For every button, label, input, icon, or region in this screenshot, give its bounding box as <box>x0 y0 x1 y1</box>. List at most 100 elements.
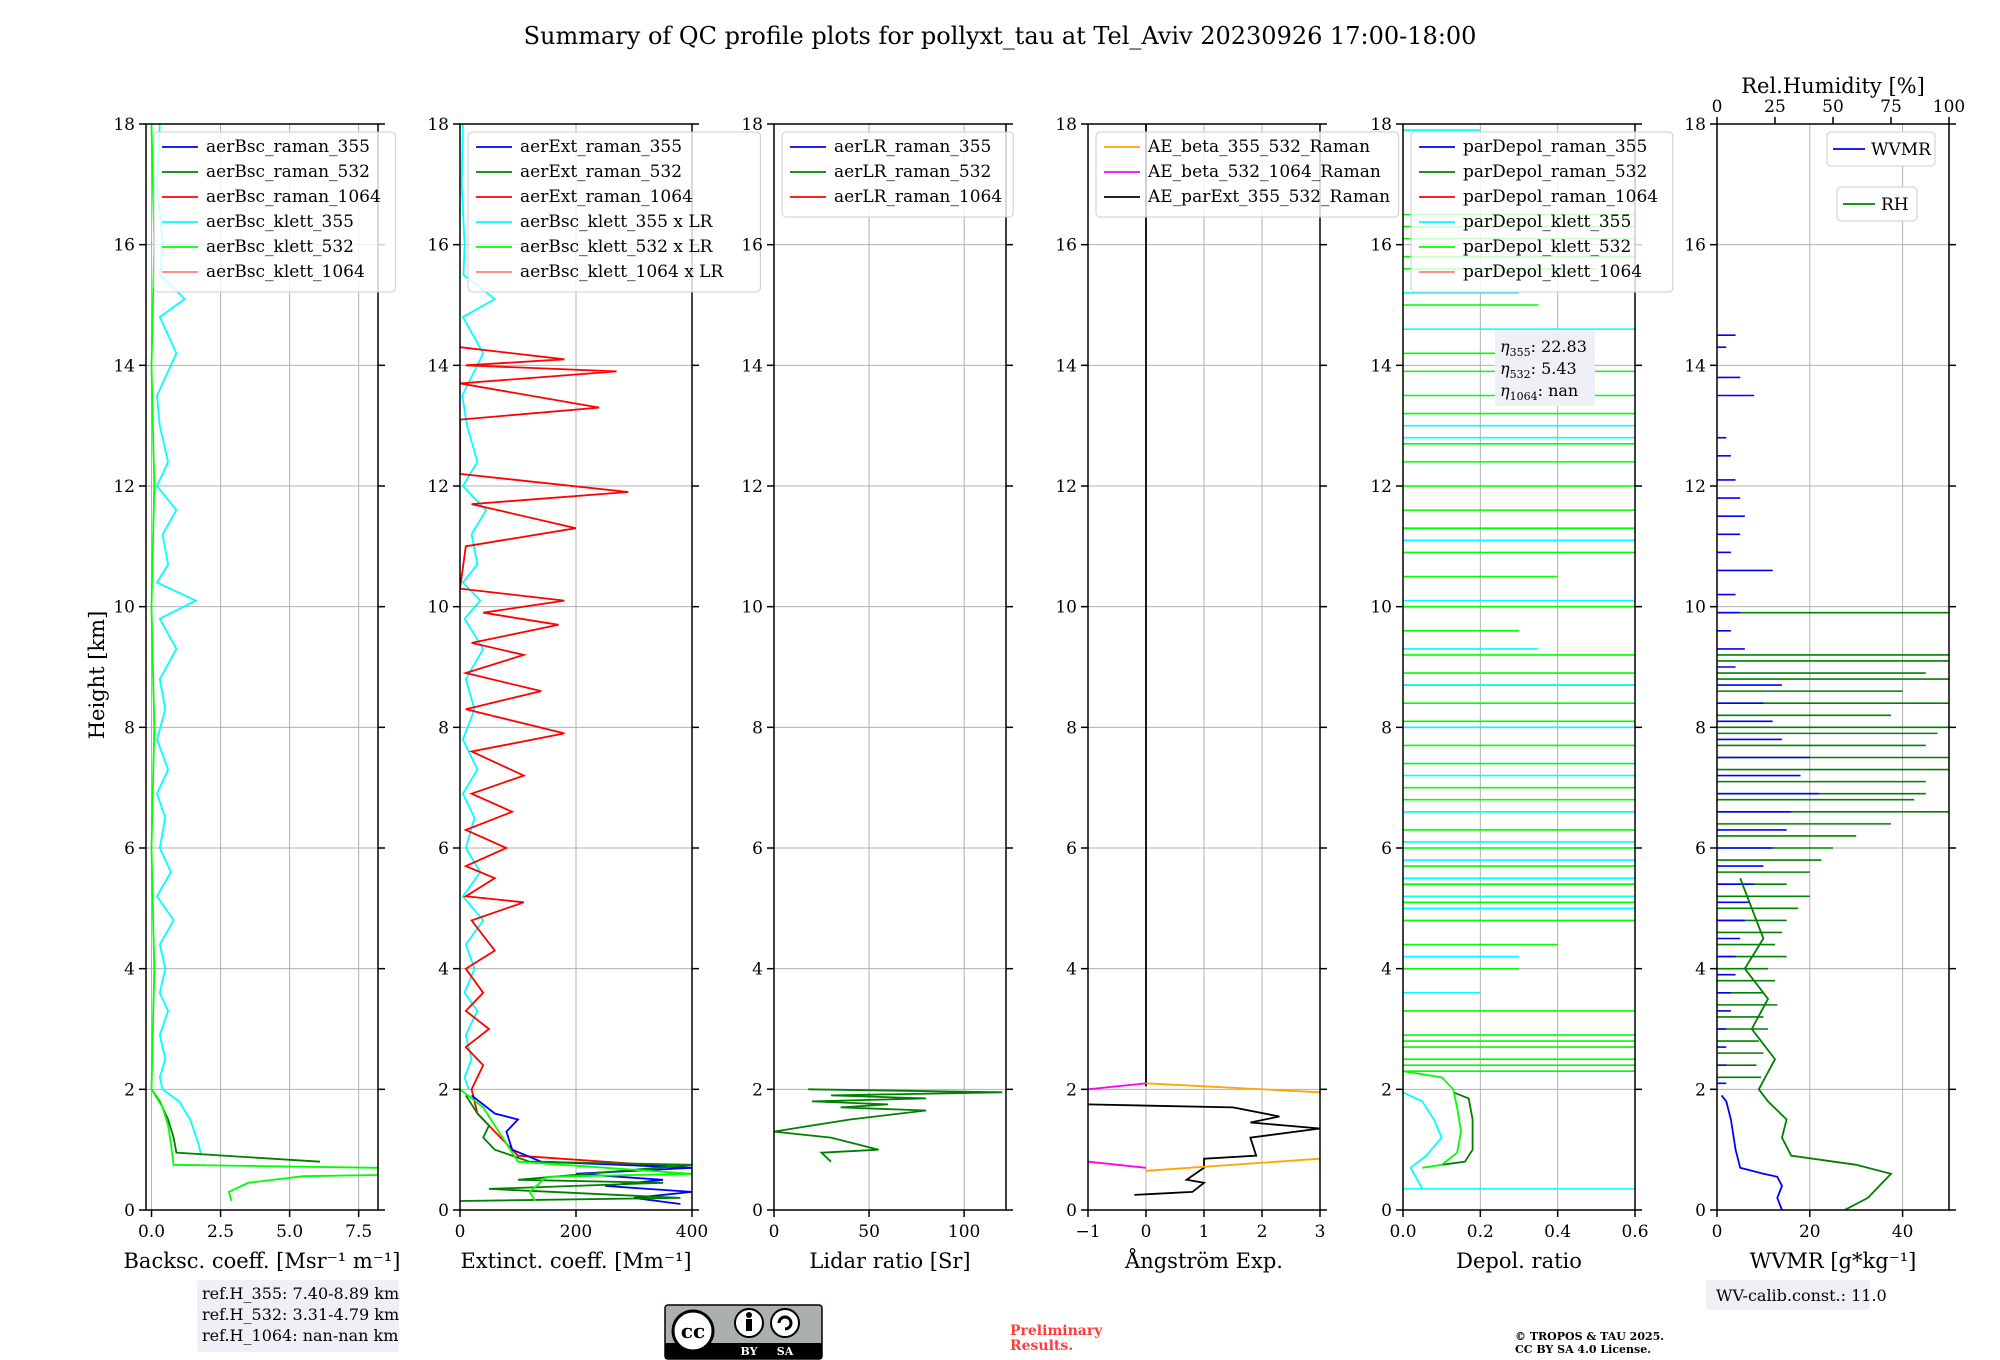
series-parDepol_klett_532 <box>1403 1070 1462 1169</box>
cc-by-text: BY <box>741 1345 758 1358</box>
y-tick-label: 18 <box>741 115 763 135</box>
x-tick-label: 0 <box>1712 1222 1723 1242</box>
legend-label: aerExt_raman_355 <box>520 137 682 157</box>
y-tick-label: 16 <box>1684 236 1706 256</box>
x-axis-label: Ångström Exp. <box>1124 1248 1283 1273</box>
x-axis-label: Backsc. coeff. [Msr⁻¹ m⁻¹] <box>124 1249 401 1273</box>
x-tick-label: 0 <box>455 1222 466 1242</box>
legend-box <box>1410 131 1674 293</box>
series-AE_beta_355_532_Raman_low <box>1145 1157 1320 1172</box>
y-tick-label: 6 <box>1066 839 1077 859</box>
y-tick-label: 10 <box>427 598 449 618</box>
cc-sa-text: SA <box>777 1345 794 1358</box>
eta-symbol: η <box>1500 337 1510 356</box>
series-group <box>774 1088 1003 1163</box>
y-tick-label: 16 <box>1370 236 1392 256</box>
y-tick-label: 2 <box>438 1080 449 1100</box>
y-tick-label: 14 <box>1370 356 1392 376</box>
legend-label: aerBsc_klett_355 x LR <box>520 212 714 232</box>
axes-frame <box>1716 123 1950 1211</box>
figure-title: Summary of QC profile plots for pollyxt_… <box>524 22 1477 50</box>
x-tick-label: 7.5 <box>345 1222 372 1242</box>
x-tick-label: 5.0 <box>276 1222 303 1242</box>
y-tick-label: 10 <box>1684 598 1706 618</box>
calib-note-box <box>1706 1280 1870 1310</box>
legend-label: aerLR_raman_355 <box>834 137 991 157</box>
y-tick-label: 12 <box>1370 477 1392 497</box>
series-aerBsc_klett_355 x LR <box>460 124 497 1090</box>
top-x-tick-label: 100 <box>1933 97 1965 117</box>
y-tick-label: 8 <box>1695 718 1706 738</box>
series-WVMR <box>1720 1094 1783 1210</box>
legend-label: aerExt_raman_1064 <box>520 187 693 207</box>
y-tick-label: 2 <box>1695 1080 1706 1100</box>
panel-humidity: 0 2 4 6 8 10 12 14 16 18 0 20 40 WVMR [g*kg⁻¹] 0 25 50 75… <box>1684 74 1965 1310</box>
series-group <box>1403 129 1635 1190</box>
y-tick-label: 2 <box>124 1080 135 1100</box>
legend-label: aerBsc_klett_1064 <box>206 262 365 282</box>
top-x-tick-label: 75 <box>1880 97 1902 117</box>
y-tick-label: 18 <box>1055 115 1077 135</box>
axes-frame <box>1402 123 1636 1211</box>
x-axis-label: Extinct. coeff. [Mm⁻¹] <box>460 1249 691 1273</box>
series-aerBsc_klett_355 <box>155 124 203 1156</box>
y-tick-label: 0 <box>752 1201 763 1221</box>
y-tick-label: 18 <box>427 115 449 135</box>
x-tick-label: 0.0 <box>1389 1222 1416 1242</box>
top-x-tick-label: 0 <box>1712 97 1723 117</box>
legend-label-rh: RH <box>1881 195 1909 215</box>
x-tick-label: 3 <box>1315 1222 1326 1242</box>
legend-box <box>467 131 761 293</box>
eta-subscript: 355 <box>1510 346 1531 359</box>
y-tick-label: 6 <box>1695 839 1706 859</box>
x-tick-label: 1 <box>1199 1222 1210 1242</box>
series-RH_pct <box>1739 877 1893 1210</box>
legend-box <box>153 131 396 293</box>
y-tick-label: 6 <box>438 839 449 859</box>
series-aerBsc_klett_532 x LR <box>460 1088 692 1202</box>
series-aerExt_raman_532 <box>460 1094 692 1202</box>
series-group <box>150 124 378 1202</box>
legend-label: aerLR_raman_1064 <box>834 187 1002 207</box>
y-tick-label: 18 <box>1370 115 1392 135</box>
cc-license-badge[interactable]: cc BY SA <box>664 1304 823 1360</box>
y-tick-label: 14 <box>741 356 763 376</box>
y-tick-label: 12 <box>1055 477 1077 497</box>
axes-frame <box>1087 123 1321 1211</box>
panel-lidar_ratio: 0 2 4 6 8 10 12 14 16 18 0 50 100 Lidar ratio [Sr] aer… <box>741 115 1014 1273</box>
y-tick-label: 4 <box>124 960 135 980</box>
y-tick-label: 4 <box>1695 960 1706 980</box>
y-tick-label: 8 <box>1066 718 1077 738</box>
series-AE_beta_532_1064_Raman_low <box>1088 1160 1147 1169</box>
series-aerLR_raman_532 <box>774 1088 1003 1163</box>
y-tick-label: 6 <box>1381 839 1392 859</box>
x-tick-label: 400 <box>676 1222 708 1242</box>
ref-height-line: ref.H_355: 7.40-8.89 km <box>202 1284 399 1303</box>
legend-box <box>1095 131 1400 218</box>
x-tick-label: −1 <box>1075 1222 1100 1242</box>
top-x-tick-label: 50 <box>1822 97 1844 117</box>
legend-label: aerBsc_klett_532 <box>206 237 354 257</box>
preliminary-results-line2: Results. <box>1010 1338 1073 1354</box>
x-tick-label: 50 <box>858 1222 880 1242</box>
legend-box-rh <box>1836 186 1918 222</box>
x-tick-label: 20 <box>1799 1222 1821 1242</box>
series-group <box>1717 334 1949 1210</box>
eta-line: η532: 5.43 <box>1500 359 1577 381</box>
series-AE_beta_355_532_Raman <box>1145 1082 1320 1094</box>
series-parDepol_raman_532 <box>1441 1091 1474 1166</box>
y-tick-label: 14 <box>113 356 135 376</box>
calib-note: WV-calib.const.: 11.0 <box>1716 1286 1887 1305</box>
legend-box <box>781 131 1014 218</box>
x-tick-label: 0.6 <box>1621 1222 1648 1242</box>
ref-height-line: ref.H_1064: nan-nan km <box>202 1326 398 1345</box>
panel-backscatter: 0 2 4 6 8 10 12 14 16 18 0.0 2.5 5.0 7.5 Backsc. coeff… <box>113 115 400 1352</box>
eta-box <box>1495 330 1595 406</box>
series-aerBsc_klett_532 <box>150 124 378 1169</box>
panel-depol: 0 2 4 6 8 10 12 14 16 18 0.0 0.2 0.4 0.6 Depol. ratio p… <box>1370 115 1674 1273</box>
axes-frame <box>773 123 1007 1211</box>
legend-label: AE_beta_355_532_Raman <box>1147 137 1370 157</box>
y-tick-label: 12 <box>427 477 449 497</box>
